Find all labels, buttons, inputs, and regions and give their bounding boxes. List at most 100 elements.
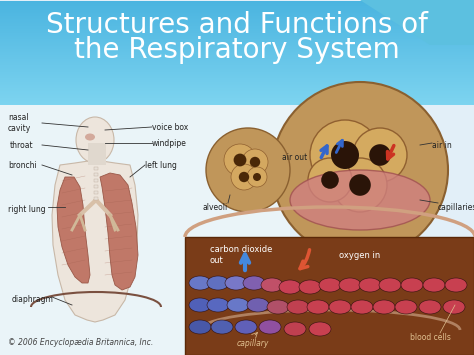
- Ellipse shape: [365, 283, 375, 288]
- Bar: [94, 179, 98, 182]
- Bar: [0, 67, 474, 68]
- Circle shape: [206, 128, 290, 212]
- Bar: [0, 35, 474, 36]
- Ellipse shape: [385, 283, 395, 288]
- Ellipse shape: [284, 322, 306, 336]
- Bar: [0, 88, 474, 89]
- Bar: [0, 32, 474, 33]
- Bar: [0, 104, 474, 105]
- Ellipse shape: [319, 278, 341, 292]
- Circle shape: [242, 149, 268, 175]
- Ellipse shape: [379, 278, 401, 292]
- Bar: [94, 197, 98, 200]
- Circle shape: [349, 174, 371, 196]
- Bar: [0, 25, 474, 26]
- Bar: [0, 13, 474, 14]
- Bar: [0, 95, 474, 96]
- Ellipse shape: [339, 278, 361, 292]
- Bar: [0, 50, 474, 51]
- Bar: [0, 99, 474, 100]
- Bar: [0, 16, 474, 17]
- Ellipse shape: [247, 298, 269, 312]
- Bar: [0, 40, 474, 41]
- Bar: [0, 46, 474, 47]
- Text: right lung: right lung: [8, 206, 46, 214]
- Text: carbon dioxide
out: carbon dioxide out: [210, 245, 273, 265]
- Circle shape: [247, 167, 267, 187]
- Bar: [0, 93, 474, 94]
- Bar: [0, 75, 474, 76]
- Ellipse shape: [423, 278, 445, 292]
- Bar: [0, 58, 474, 59]
- Bar: [0, 43, 474, 44]
- Bar: [0, 100, 474, 101]
- Bar: [0, 60, 474, 61]
- Bar: [0, 85, 474, 86]
- Bar: [0, 41, 474, 42]
- Bar: [0, 37, 474, 38]
- Bar: [0, 59, 474, 60]
- Text: oxygen in: oxygen in: [339, 251, 381, 260]
- Bar: [0, 105, 474, 355]
- Ellipse shape: [325, 283, 335, 288]
- Ellipse shape: [419, 300, 441, 314]
- Bar: [0, 4, 474, 5]
- Bar: [0, 29, 474, 30]
- Circle shape: [234, 154, 246, 166]
- Bar: [0, 36, 474, 37]
- Text: diaphragm: diaphragm: [12, 295, 54, 305]
- Text: voice box: voice box: [152, 122, 188, 131]
- Bar: [0, 48, 474, 49]
- Bar: [0, 57, 474, 58]
- Ellipse shape: [211, 320, 233, 334]
- Bar: [0, 74, 474, 75]
- Bar: [0, 5, 474, 6]
- Bar: [0, 26, 474, 27]
- Bar: [0, 17, 474, 18]
- Bar: [0, 89, 474, 90]
- Text: bronchi: bronchi: [8, 160, 37, 169]
- Bar: [0, 62, 474, 63]
- Bar: [0, 72, 474, 73]
- Bar: [0, 52, 474, 53]
- Circle shape: [224, 144, 256, 176]
- Ellipse shape: [307, 300, 329, 314]
- Ellipse shape: [85, 133, 95, 141]
- Polygon shape: [52, 160, 138, 322]
- Ellipse shape: [445, 278, 467, 292]
- Ellipse shape: [287, 300, 309, 314]
- Ellipse shape: [359, 278, 381, 292]
- Text: the Respiratory System: the Respiratory System: [74, 36, 400, 64]
- Bar: [0, 98, 474, 99]
- Polygon shape: [360, 0, 474, 45]
- Ellipse shape: [189, 320, 211, 334]
- Bar: [0, 103, 474, 104]
- Bar: [94, 167, 98, 170]
- Circle shape: [331, 141, 359, 169]
- Bar: [0, 78, 474, 79]
- Text: throat: throat: [10, 141, 34, 149]
- Bar: [0, 10, 474, 11]
- Bar: [0, 96, 474, 97]
- Bar: [0, 82, 474, 83]
- Bar: [0, 8, 474, 9]
- Bar: [0, 15, 474, 16]
- Bar: [0, 56, 474, 57]
- Text: nasal
cavity: nasal cavity: [8, 113, 31, 133]
- Bar: [0, 22, 474, 23]
- Ellipse shape: [231, 280, 241, 285]
- Ellipse shape: [395, 300, 417, 314]
- Circle shape: [272, 82, 448, 258]
- Text: windpipe: windpipe: [152, 138, 187, 147]
- Bar: [185, 237, 474, 355]
- Circle shape: [239, 172, 249, 182]
- Bar: [0, 79, 474, 80]
- Ellipse shape: [279, 280, 301, 294]
- Bar: [0, 44, 474, 45]
- Polygon shape: [100, 173, 138, 290]
- Ellipse shape: [443, 300, 465, 314]
- Bar: [0, 20, 474, 21]
- Bar: [0, 81, 474, 82]
- Bar: [0, 19, 474, 20]
- Bar: [0, 34, 474, 35]
